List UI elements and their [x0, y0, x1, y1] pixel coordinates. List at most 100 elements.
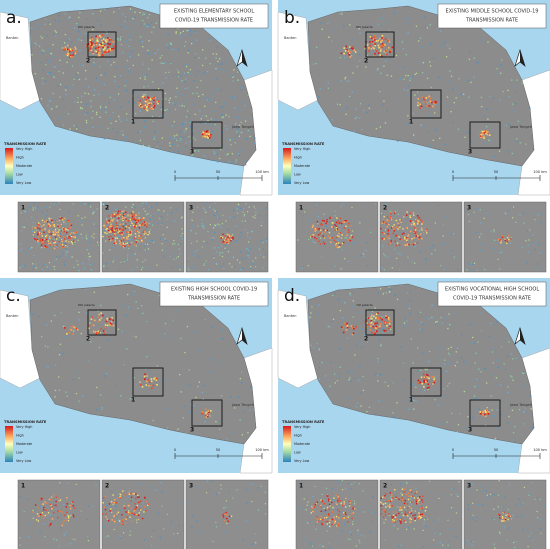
hotspot-pixel [117, 232, 119, 234]
hotspot-pixel [108, 236, 110, 238]
pixel [331, 40, 333, 42]
pixel [493, 155, 496, 158]
pixel [540, 519, 542, 521]
pixel [203, 250, 205, 252]
pixel [403, 89, 406, 91]
pixel [356, 116, 358, 118]
hotspot-pixel [102, 502, 104, 504]
hotspot-pixel [369, 44, 372, 47]
hotspot-pixel [384, 518, 387, 521]
hotspot-pixel [220, 516, 223, 518]
pixel [120, 44, 123, 46]
hotspot-pixel [345, 517, 348, 520]
pixel [383, 65, 385, 67]
pixel [72, 84, 74, 86]
pixel [220, 488, 222, 490]
pixel [183, 123, 186, 125]
hotspot-pixel [400, 507, 402, 510]
pixel [174, 220, 176, 222]
hotspot-pixel [113, 213, 116, 215]
hotspot-pixel [130, 230, 133, 232]
pixel [117, 495, 119, 498]
pixel [102, 82, 104, 84]
pixel [77, 239, 79, 241]
hotspot-pixel [354, 51, 357, 53]
pixel [117, 328, 120, 330]
hotspot-pixel [134, 215, 136, 217]
hotspot-pixel [101, 34, 104, 36]
pixel [329, 202, 331, 204]
pixel [264, 253, 266, 255]
pixel [413, 408, 415, 410]
pixel [344, 523, 346, 525]
pixel [22, 498, 24, 500]
pixel [485, 521, 487, 524]
pixel [75, 218, 77, 220]
pixel [132, 221, 134, 223]
hotspot-pixel [138, 227, 141, 229]
hotspot-pixel [44, 239, 47, 242]
pixel [196, 92, 198, 94]
pixel [139, 249, 141, 251]
pixel [53, 538, 55, 540]
pixel [368, 107, 370, 109]
pixel [422, 508, 424, 510]
pixel [424, 368, 426, 371]
pixel [216, 119, 218, 121]
hotspot-pixel [372, 46, 374, 49]
hotspot-pixel [365, 326, 368, 328]
pixel [181, 138, 183, 141]
hotspot-pixel [481, 130, 484, 133]
hotspot-pixel [73, 52, 75, 55]
pixel [497, 258, 499, 260]
pixel [48, 61, 50, 63]
pixel [129, 225, 132, 227]
pixel [394, 294, 396, 296]
pixel [519, 142, 521, 144]
pixel [91, 12, 93, 14]
hotspot-pixel [382, 516, 385, 518]
pixel [43, 238, 46, 240]
pixel [55, 364, 57, 366]
hotspot-pixel [102, 513, 104, 515]
pixel [480, 233, 482, 235]
pixel [196, 249, 198, 251]
pixel [125, 89, 128, 92]
hotspot-pixel [326, 506, 329, 509]
pixel [343, 301, 345, 303]
pixel [243, 207, 245, 209]
pixel [439, 347, 441, 349]
pixel [362, 253, 364, 255]
pixel [213, 231, 216, 234]
hotspot-pixel [400, 219, 402, 222]
pixel [51, 108, 53, 110]
hotspot-pixel [41, 235, 43, 237]
pixel [468, 264, 470, 266]
hotspot-pixel [48, 217, 50, 220]
hotspot-pixel [353, 328, 355, 330]
pixel [249, 118, 251, 120]
pixel [47, 104, 49, 107]
hotspot-pixel [72, 54, 74, 57]
pixel [492, 348, 494, 350]
pixel [480, 249, 482, 251]
pixel [157, 212, 159, 214]
hotspot-pixel [504, 518, 507, 520]
hotspot-pixel [230, 515, 233, 517]
hotspot-pixel [502, 512, 504, 514]
hotspot-pixel [391, 46, 394, 49]
pixel [229, 256, 231, 258]
hotspot-pixel [155, 379, 158, 381]
pixel [164, 238, 166, 240]
hotspot-pixel [208, 135, 211, 137]
pixel [146, 321, 148, 323]
legend-label: Moderate [16, 164, 32, 168]
map-title: COVID-19 TRANSMISSION RATE [175, 18, 253, 24]
pixel [451, 233, 453, 235]
hotspot-pixel [133, 493, 135, 495]
pixel [37, 23, 39, 26]
hotspot-pixel [429, 105, 431, 108]
hotspot-pixel [328, 498, 330, 500]
hotspot-pixel [51, 221, 54, 223]
hotspot-pixel [87, 49, 90, 52]
